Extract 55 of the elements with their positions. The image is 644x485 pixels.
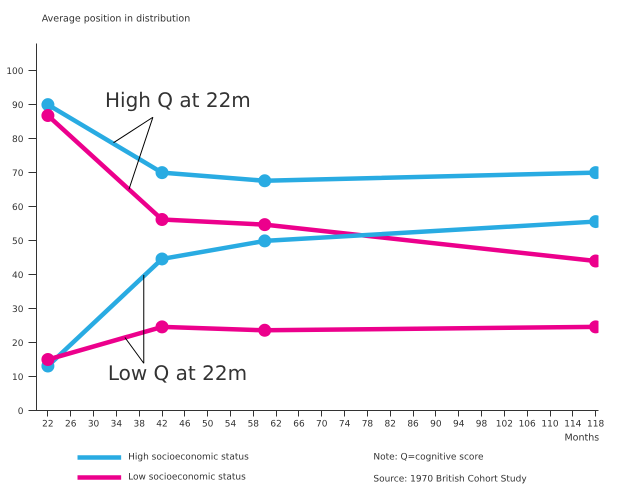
x-tick-label: 114: [564, 420, 582, 430]
x-tick-label: 54: [224, 420, 236, 430]
x-tick-label: 62: [270, 420, 282, 430]
point: [156, 252, 169, 266]
y-tick-label: 10: [12, 373, 24, 384]
y-tick-label: 20: [12, 339, 24, 350]
annotation: High Q at 22m: [104, 88, 251, 112]
x-tick-label: 118: [587, 420, 605, 430]
x-tick-label: 30: [88, 420, 100, 430]
y-tick-label: 80: [12, 135, 24, 146]
y-tick-label: 70: [12, 169, 24, 180]
x-tick-label: 34: [110, 420, 122, 430]
y-tick-label: 40: [12, 271, 24, 282]
point: [258, 174, 272, 188]
y-tick-label: 30: [12, 305, 24, 316]
text: Note: Q=cognitive score: [373, 452, 484, 462]
x-tick-label: 46: [179, 420, 191, 430]
point: [41, 353, 54, 366]
legend-label: Low socioeconomic status: [128, 472, 246, 482]
x-tick-label: 78: [362, 420, 374, 430]
x-tick-label: 94: [452, 420, 465, 430]
point: [41, 98, 54, 112]
y-tick-label: 100: [6, 67, 24, 78]
x-tick-label: 86: [407, 420, 420, 430]
x-tick-label: 38: [133, 420, 146, 430]
x-tick-label: 50: [202, 420, 214, 430]
y-axis-title: Average position in distribution: [42, 14, 190, 24]
annotation: Low Q at 22m: [108, 361, 248, 386]
x-tick-label: 58: [248, 420, 260, 430]
y-tick-label: 50: [12, 237, 24, 248]
legend-label: High socioeconomic status: [128, 452, 250, 462]
x-tick-label: 110: [541, 420, 559, 430]
point: [41, 109, 54, 122]
x-tick-label: 74: [338, 420, 351, 430]
point: [156, 213, 169, 226]
x-tick-label: 90: [430, 420, 442, 430]
x-tick-label: 42: [156, 420, 168, 430]
x-tick-label: 66: [293, 420, 305, 430]
y-tick-label: 90: [12, 101, 24, 112]
x-tick-label: 22: [42, 420, 54, 430]
source-note: Source: 1970 British Cohort Study: [373, 474, 528, 484]
point: [156, 166, 169, 180]
x-tick-label: 26: [65, 420, 77, 430]
x-tick-label: 102: [496, 420, 513, 430]
point: [156, 320, 169, 334]
x-tick-label: 82: [384, 420, 396, 430]
x-tick-label: 106: [518, 420, 536, 430]
point: [258, 218, 272, 232]
y-tick-label: 60: [12, 203, 24, 214]
point: [258, 324, 272, 337]
x-axis-title: Months: [564, 432, 600, 444]
x-tick-label: 98: [476, 420, 488, 430]
point: [258, 234, 272, 248]
x-tick-label: 70: [316, 420, 328, 430]
y-tick-label: 0: [18, 407, 24, 417]
